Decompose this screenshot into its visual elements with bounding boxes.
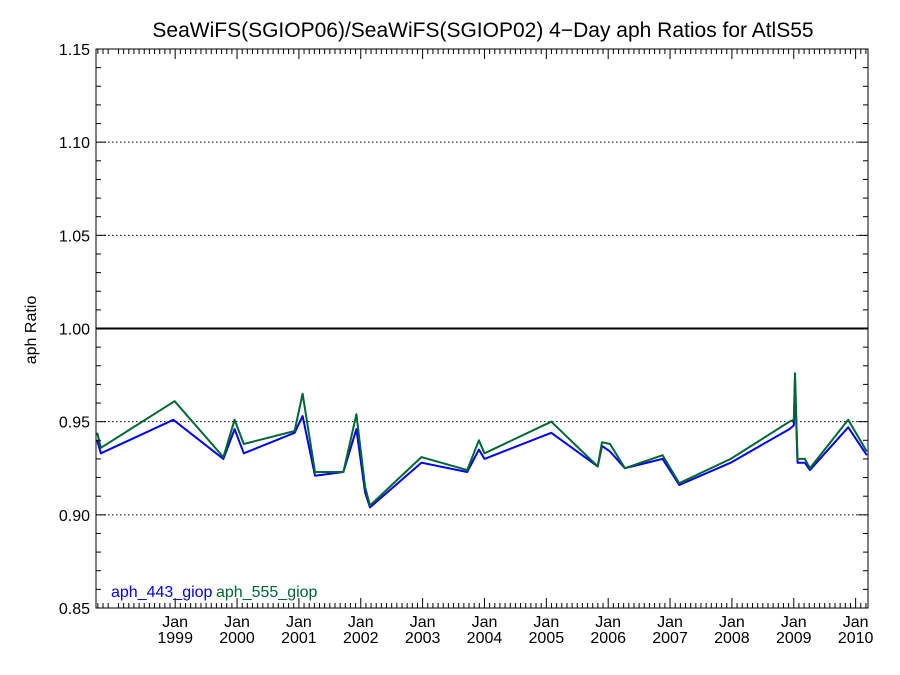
y-tick-label: 1.10 [59, 135, 90, 152]
x-tick-label-month: Jan [224, 614, 250, 631]
x-tick-label-month: Jan [719, 614, 745, 631]
x-tick-label-month: Jan [348, 614, 374, 631]
x-tick-label-month: Jan [472, 614, 498, 631]
x-tick-label-year: 1999 [157, 630, 193, 647]
x-tick-label-year: 2010 [838, 630, 874, 647]
x-tick-label-year: 2001 [281, 630, 317, 647]
gridlines [96, 141, 868, 516]
y-tick-label: 0.90 [59, 508, 90, 525]
y-tick-label: 0.95 [59, 415, 90, 432]
x-tick-label-month: Jan [533, 614, 559, 631]
x-tick-label-year: 2006 [590, 630, 626, 647]
x-tick-label-year: 2009 [776, 630, 812, 647]
legend-item-aph_555_giop: aph_555_giop [216, 584, 318, 601]
x-tick-label-month: Jan [162, 614, 188, 631]
y-tick-label: 1.15 [59, 42, 90, 59]
y-tick-label: 1.05 [59, 228, 90, 245]
series-lines [96, 372, 868, 509]
y-tick-label: 1.00 [59, 322, 90, 339]
x-tick-label-year: 2005 [529, 630, 565, 647]
x-tick-label-year: 2004 [467, 630, 503, 647]
y-axis-label: aph Ratio [23, 296, 40, 365]
axis-ticks: 0.850.900.951.001.051.101.15Jan1999Jan20… [59, 42, 874, 647]
x-tick-label-year: 2008 [714, 630, 750, 647]
y-tick-label: 0.85 [59, 601, 90, 618]
x-tick-label-month: Jan [781, 614, 807, 631]
x-tick-label-year: 2003 [405, 630, 441, 647]
legend-item-aph_443_giop: aph_443_giop [111, 584, 213, 601]
series-line-aph_555_giop [96, 372, 868, 507]
legend: aph_443_giop aph_555_giop [111, 584, 318, 601]
x-tick-label-month: Jan [595, 614, 621, 631]
x-tick-label-month: Jan [657, 614, 683, 631]
x-tick-label-month: Jan [843, 614, 869, 631]
chart-title: SeaWiFS(SGIOP06)/SeaWiFS(SGIOP02) 4−Day … [152, 19, 813, 42]
x-tick-label-month: Jan [286, 614, 312, 631]
x-tick-label-month: Jan [410, 614, 436, 631]
x-tick-label-year: 2007 [652, 630, 688, 647]
x-tick-label-year: 2002 [343, 630, 379, 647]
x-tick-label-year: 2000 [219, 630, 255, 647]
